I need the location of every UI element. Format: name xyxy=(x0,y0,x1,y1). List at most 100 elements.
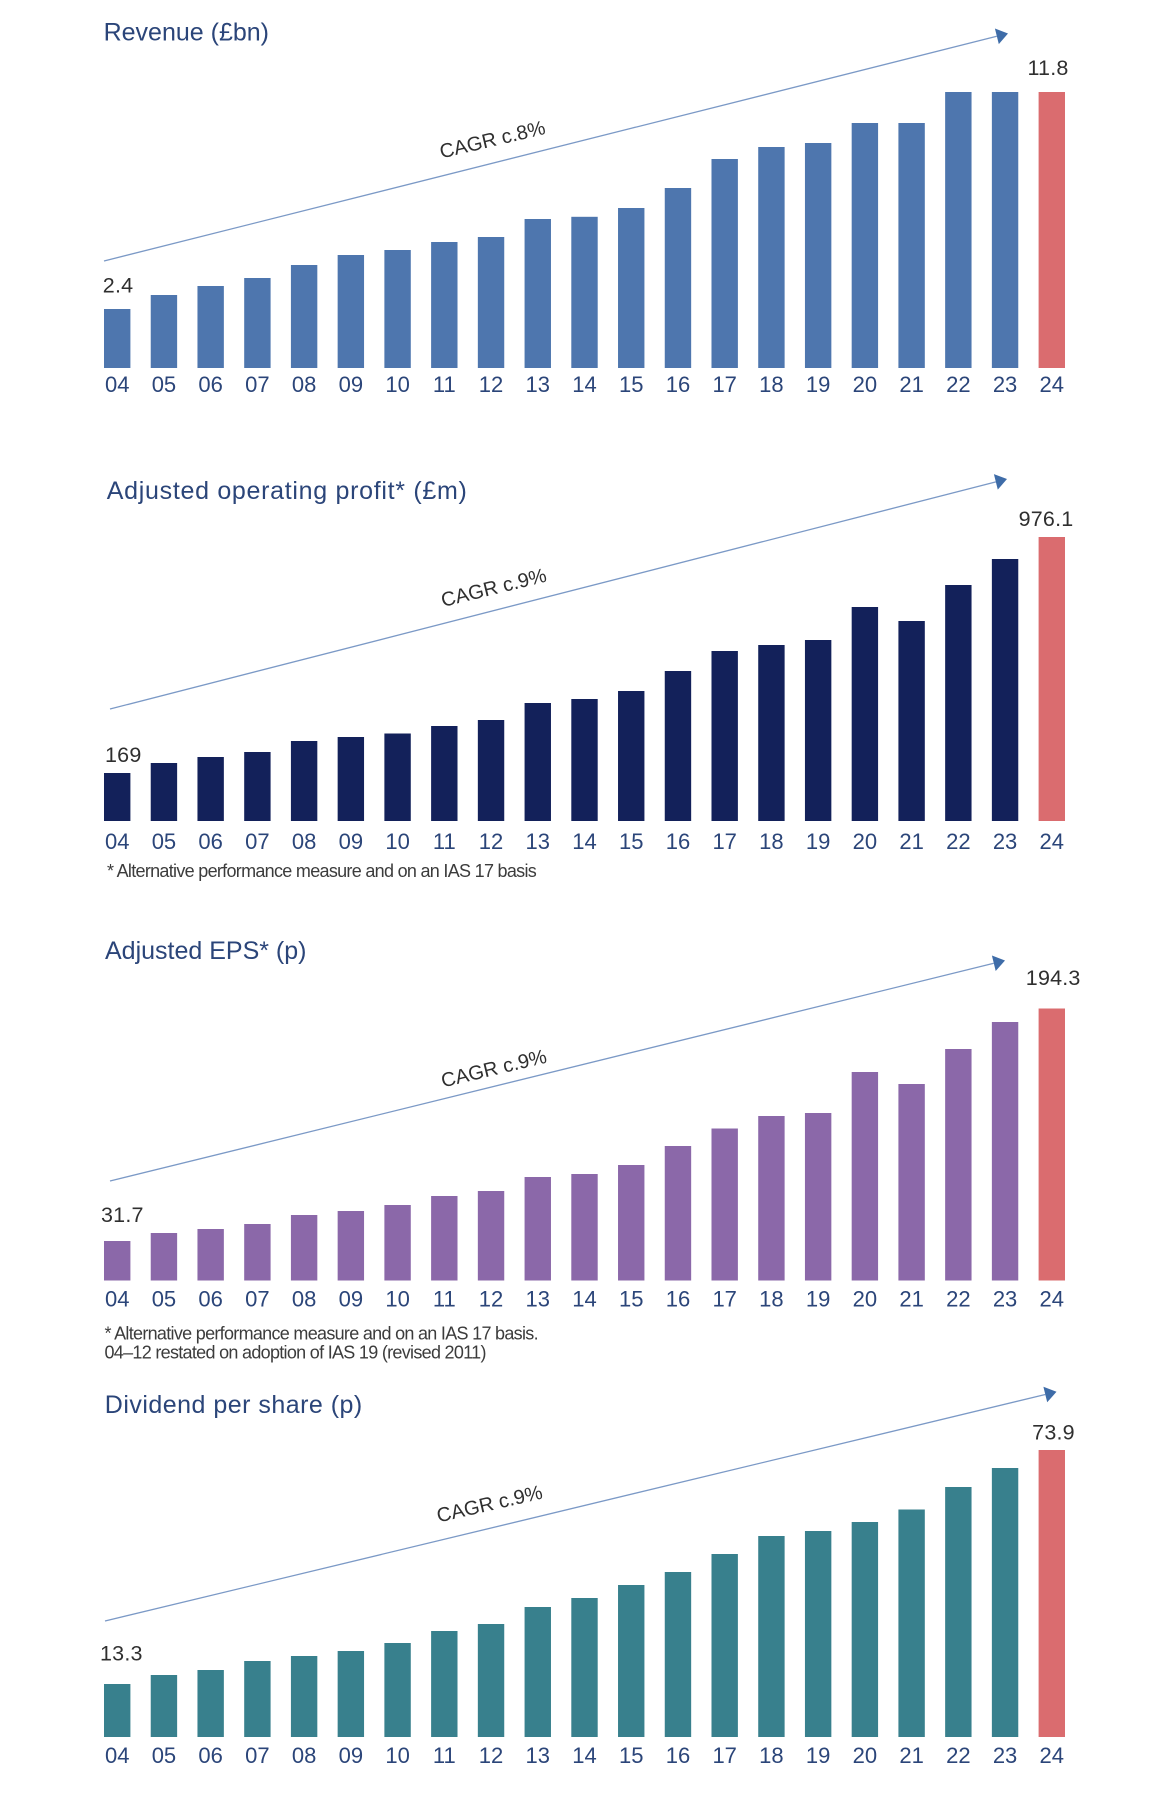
svg-text:22: 22 xyxy=(946,1287,970,1312)
svg-text:22: 22 xyxy=(946,1743,970,1768)
svg-text:10: 10 xyxy=(385,372,409,397)
svg-text:14: 14 xyxy=(572,829,596,854)
svg-text:18: 18 xyxy=(759,1287,783,1312)
svg-text:21: 21 xyxy=(899,1743,923,1768)
svg-text:Adjusted EPS* (p): Adjusted EPS* (p) xyxy=(105,937,307,965)
svg-text:23: 23 xyxy=(993,372,1017,397)
svg-text:08: 08 xyxy=(292,1287,316,1312)
svg-text:12: 12 xyxy=(479,829,503,854)
svg-text:04–12 restated on adoption of: 04–12 restated on adoption of IAS 19 (re… xyxy=(105,1343,486,1363)
svg-text:21: 21 xyxy=(899,372,923,397)
svg-text:15: 15 xyxy=(619,1743,643,1768)
svg-text:09: 09 xyxy=(339,1743,363,1768)
svg-text:24: 24 xyxy=(1040,1743,1064,1768)
svg-text:14: 14 xyxy=(572,1743,596,1768)
svg-text:20: 20 xyxy=(853,1743,877,1768)
svg-text:13.3: 13.3 xyxy=(100,1642,143,1666)
svg-text:06: 06 xyxy=(198,372,222,397)
svg-text:23: 23 xyxy=(993,1743,1017,1768)
svg-text:* Alternative performance meas: * Alternative performance measure and on… xyxy=(107,861,537,881)
svg-text:11: 11 xyxy=(433,372,456,397)
svg-text:12: 12 xyxy=(479,1743,503,1768)
svg-text:06: 06 xyxy=(198,1287,222,1312)
svg-text:11: 11 xyxy=(433,1287,456,1312)
svg-text:06: 06 xyxy=(198,829,222,854)
svg-text:05: 05 xyxy=(152,829,176,854)
svg-text:24: 24 xyxy=(1040,829,1064,854)
svg-text:22: 22 xyxy=(946,372,970,397)
svg-text:CAGR c.9%: CAGR c.9% xyxy=(439,1046,549,1093)
svg-text:2.4: 2.4 xyxy=(103,274,134,298)
svg-text:09: 09 xyxy=(339,372,363,397)
svg-text:19: 19 xyxy=(806,1743,830,1768)
svg-text:17: 17 xyxy=(712,1743,736,1768)
svg-text:10: 10 xyxy=(385,829,409,854)
svg-text:18: 18 xyxy=(759,1743,783,1768)
svg-text:18: 18 xyxy=(759,372,783,397)
svg-text:18: 18 xyxy=(759,829,783,854)
svg-text:31.7: 31.7 xyxy=(101,1203,144,1227)
svg-text:22: 22 xyxy=(946,829,970,854)
svg-text:16: 16 xyxy=(666,1287,690,1312)
svg-text:11.8: 11.8 xyxy=(1027,56,1068,80)
svg-text:08: 08 xyxy=(292,829,316,854)
svg-text:194.3: 194.3 xyxy=(1026,966,1081,990)
svg-text:04: 04 xyxy=(105,1743,129,1768)
svg-text:15: 15 xyxy=(619,1287,643,1312)
svg-text:15: 15 xyxy=(619,829,643,854)
svg-text:24: 24 xyxy=(1040,1287,1064,1312)
svg-text:08: 08 xyxy=(292,372,316,397)
svg-text:10: 10 xyxy=(385,1287,409,1312)
svg-text:17: 17 xyxy=(712,1287,736,1312)
svg-text:73.9: 73.9 xyxy=(1032,1421,1075,1445)
svg-text:21: 21 xyxy=(899,829,923,854)
svg-text:13: 13 xyxy=(526,372,550,397)
svg-text:16: 16 xyxy=(666,372,690,397)
svg-text:12: 12 xyxy=(479,372,503,397)
svg-text:07: 07 xyxy=(245,372,269,397)
svg-text:05: 05 xyxy=(152,1287,176,1312)
svg-text:16: 16 xyxy=(666,829,690,854)
svg-text:07: 07 xyxy=(245,1743,269,1768)
svg-text:CAGR c.9%: CAGR c.9% xyxy=(439,565,549,612)
svg-text:05: 05 xyxy=(152,372,176,397)
svg-text:04: 04 xyxy=(105,1287,129,1312)
svg-text:15: 15 xyxy=(619,372,643,397)
svg-text:14: 14 xyxy=(572,372,596,397)
svg-text:11: 11 xyxy=(433,1743,456,1768)
svg-text:19: 19 xyxy=(806,1287,830,1312)
svg-text:06: 06 xyxy=(198,1743,222,1768)
svg-text:16: 16 xyxy=(666,1743,690,1768)
svg-text:CAGR c.9%: CAGR c.9% xyxy=(435,1482,545,1528)
svg-text:23: 23 xyxy=(993,829,1017,854)
svg-text:10: 10 xyxy=(385,1743,409,1768)
svg-text:07: 07 xyxy=(245,1287,269,1312)
svg-text:17: 17 xyxy=(712,829,736,854)
svg-text:19: 19 xyxy=(806,829,830,854)
svg-text:09: 09 xyxy=(339,1287,363,1312)
svg-text:17: 17 xyxy=(712,372,736,397)
svg-text:CAGR c.8%: CAGR c.8% xyxy=(438,117,548,163)
svg-text:Revenue (£bn): Revenue (£bn) xyxy=(104,19,269,47)
svg-text:05: 05 xyxy=(152,1743,176,1768)
svg-text:21: 21 xyxy=(899,1287,923,1312)
svg-text:09: 09 xyxy=(339,829,363,854)
svg-text:04: 04 xyxy=(105,372,129,397)
svg-text:169: 169 xyxy=(105,743,141,767)
svg-text:14: 14 xyxy=(572,1287,596,1312)
svg-text:13: 13 xyxy=(526,1743,550,1768)
svg-text:13: 13 xyxy=(526,829,550,854)
svg-text:23: 23 xyxy=(993,1287,1017,1312)
svg-text:976.1: 976.1 xyxy=(1019,507,1074,531)
svg-text:20: 20 xyxy=(853,829,877,854)
svg-text:* Alternative performance meas: * Alternative performance measure and on… xyxy=(105,1324,538,1344)
svg-text:19: 19 xyxy=(806,372,830,397)
svg-text:04: 04 xyxy=(105,829,129,854)
svg-text:20: 20 xyxy=(853,372,877,397)
svg-text:12: 12 xyxy=(479,1287,503,1312)
svg-text:24: 24 xyxy=(1040,372,1064,397)
svg-text:08: 08 xyxy=(292,1743,316,1768)
svg-text:20: 20 xyxy=(853,1287,877,1312)
svg-text:07: 07 xyxy=(245,829,269,854)
svg-text:13: 13 xyxy=(526,1287,550,1312)
